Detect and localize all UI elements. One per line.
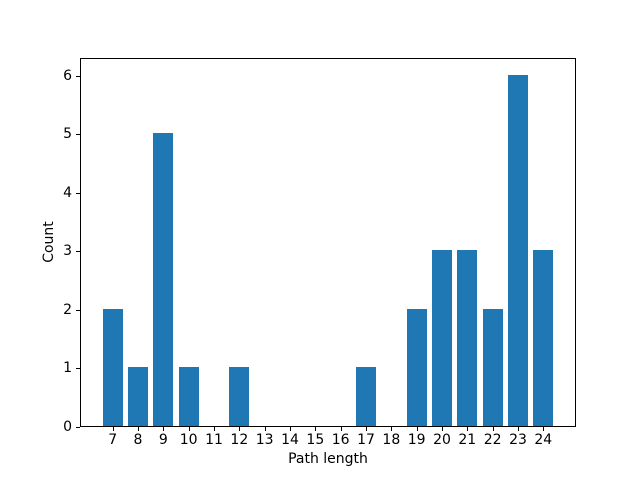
x-tick-label-8: 8 [133,432,143,448]
y-tick-mark [76,134,80,136]
x-tick-label-21: 21 [458,432,477,448]
bar-21 [457,250,478,426]
bar-23 [507,74,529,426]
bar-19 [406,308,427,426]
x-tick-label-18: 18 [382,432,401,448]
bar-22 [482,308,503,426]
x-tick-mark [492,427,494,431]
x-tick-mark [214,427,215,431]
x-tick-mark [163,427,165,431]
y-tick-label-3: 3 [63,243,72,260]
x-tick-mark [112,427,114,431]
x-tick-mark [188,427,190,431]
x-tick-mark [543,427,545,431]
x-tick-label-14: 14 [281,432,299,448]
x-tick-label-19: 19 [407,432,426,448]
x-tick-label-23: 23 [509,432,527,448]
bar-20 [431,250,453,426]
x-tick-mark [517,427,519,431]
x-tick-mark [315,427,317,431]
x-tick-mark [239,427,241,431]
x-tick-mark [416,427,418,431]
y-tick-label-4: 4 [63,184,72,201]
x-tick-mark [441,427,443,431]
x-tick-label-22: 22 [483,432,502,448]
x-tick-mark [138,427,139,431]
x-tick-label-15: 15 [306,432,325,448]
x-tick-label-13: 13 [255,432,274,448]
bar-24 [533,250,554,426]
x-tick-label-9: 9 [158,432,168,448]
bar-17 [355,367,377,426]
y-tick-label-6: 6 [63,67,72,84]
bar-12 [229,367,250,426]
y-tick-mark [76,309,80,311]
x-tick-mark [264,427,266,431]
x-tick-label-7: 7 [108,432,118,448]
y-tick-mark [76,251,80,253]
x-axis-title: Path length [288,451,368,467]
x-tick-label-10: 10 [179,432,198,448]
x-tick-mark [340,427,342,431]
x-tick-mark [391,427,393,431]
bar-7 [102,308,123,426]
bar-9 [153,133,174,426]
x-tick-mark [290,427,291,431]
x-tick-mark [467,427,469,431]
y-tick-label-0: 0 [63,419,72,435]
x-tick-mark [365,427,367,431]
plot-area [80,58,576,427]
x-tick-label-24: 24 [534,432,553,448]
bar-8 [127,367,149,426]
y-tick-mark [76,427,80,428]
y-tick-mark [76,192,80,194]
y-tick-mark [76,75,80,77]
y-tick-label-2: 2 [63,301,72,318]
x-tick-label-17: 17 [357,432,375,448]
y-tick-label-5: 5 [63,126,72,143]
y-tick-label-1: 1 [63,360,72,377]
x-tick-label-20: 20 [433,432,451,448]
y-tick-mark [76,368,80,370]
x-tick-label-11: 11 [205,432,223,448]
x-tick-label-12: 12 [230,432,249,448]
x-tick-label-16: 16 [331,432,350,448]
bar-10 [178,367,199,426]
